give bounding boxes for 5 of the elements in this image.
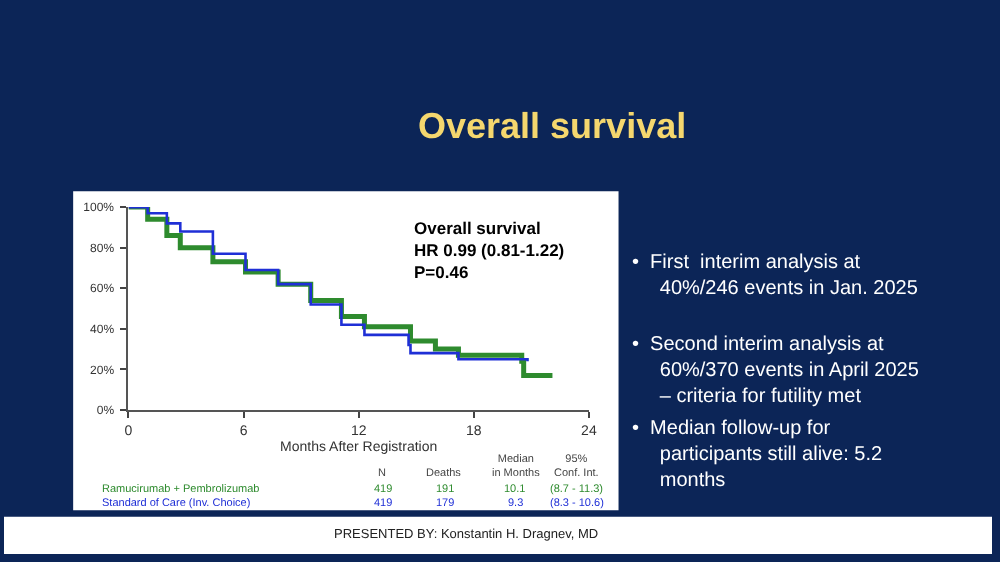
chart-title: Overall survival (418, 106, 687, 146)
text: • Median follow-up for participants still alive: 5.2 months (632, 418, 883, 492)
annotation: Overall survival HR 0.99 (0.81-1.22) P=0.46 (414, 218, 565, 283)
text: • Second interim analysis at 60%/370 events in April 2025 – criteria for futility met (632, 334, 920, 408)
text: • First interim analysis at 40%/246 events in Jan. 2025 (632, 252, 919, 300)
